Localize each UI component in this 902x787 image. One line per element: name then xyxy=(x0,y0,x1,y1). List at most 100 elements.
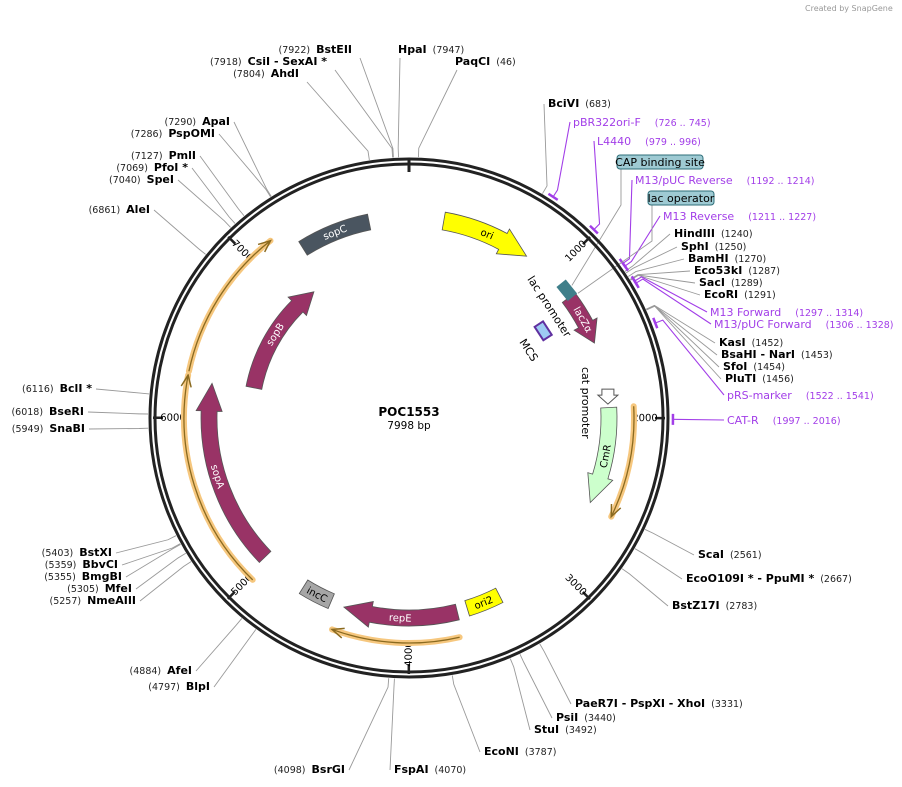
feature-arrow[interactable] xyxy=(342,601,460,628)
primer-label[interactable]: pBR322ori-F (726 .. 745) xyxy=(573,116,711,129)
enzyme-site[interactable]: EcoNI (3787) xyxy=(484,745,556,758)
enzyme-site[interactable]: ScaI (2561) xyxy=(698,548,762,561)
enzyme-site[interactable]: (5949) SnaBI xyxy=(12,422,85,435)
enzyme-label[interactable]: (5359) BbvCI xyxy=(45,558,118,571)
primer-label[interactable]: M13/pUC Reverse (1192 .. 1214) xyxy=(635,174,814,187)
enzyme-label[interactable]: (7069) PfoI * xyxy=(116,161,188,174)
enzyme-label[interactable]: (5403) BstXI xyxy=(42,546,112,559)
enzyme-site[interactable]: (6116) BclI * xyxy=(22,382,92,395)
enzyme-label[interactable]: PsiI (3440) xyxy=(556,711,616,724)
enzyme-label[interactable]: HpaI (7947) xyxy=(398,43,464,56)
feature-box[interactable] xyxy=(616,154,704,170)
enzyme-site[interactable]: BstZ17I (2783) xyxy=(672,599,757,612)
enzyme-site[interactable]: (4797) BlpI xyxy=(148,680,210,693)
feature-arrow[interactable] xyxy=(298,213,372,256)
enzyme-label[interactable]: StuI (3492) xyxy=(534,723,597,736)
enzyme-label[interactable]: (7804) AhdI xyxy=(233,67,299,80)
feature-sopb[interactable]: sopB xyxy=(245,291,315,390)
feature-sopc[interactable]: sopC xyxy=(298,213,372,256)
mcs-marker[interactable] xyxy=(533,320,554,342)
enzyme-label[interactable]: (4098) BsrGI xyxy=(274,763,345,776)
enzyme-site[interactable]: (7918) CsiI - SexAI * xyxy=(210,55,327,68)
enzyme-site[interactable]: Eco53kI (1287) xyxy=(694,264,780,277)
primer-site[interactable]: M13 Forward (1297 .. 1314) xyxy=(710,306,863,319)
enzyme-site[interactable]: StuI (3492) xyxy=(534,723,597,736)
enzyme-label[interactable]: PluTI (1456) xyxy=(725,372,794,385)
boxed-feature[interactable]: lac operator xyxy=(647,190,715,206)
enzyme-label[interactable]: BciVI (683) xyxy=(548,97,611,110)
enzyme-label[interactable]: (7290) ApaI xyxy=(165,115,231,128)
enzyme-label[interactable]: EcoRI (1291) xyxy=(704,288,776,301)
enzyme-label[interactable]: (4797) BlpI xyxy=(148,680,210,693)
primer-site[interactable]: pBR322ori-F (726 .. 745) xyxy=(573,116,711,129)
primer-label[interactable]: M13/pUC Forward (1306 .. 1328) xyxy=(714,318,894,331)
enzyme-site[interactable]: BsaHI - NarI (1453) xyxy=(721,348,833,361)
enzyme-label[interactable]: (7922) BstEII xyxy=(279,43,352,56)
enzyme-site[interactable]: PluTI (1456) xyxy=(725,372,794,385)
primer-site[interactable]: M13/pUC Reverse (1192 .. 1214) xyxy=(635,174,814,187)
enzyme-site[interactable]: SphI (1250) xyxy=(681,240,746,253)
enzyme-site[interactable]: SacI (1289) xyxy=(699,276,763,289)
enzyme-site[interactable]: FspAI (4070) xyxy=(394,763,466,776)
primer-site[interactable]: M13/pUC Forward (1306 .. 1328) xyxy=(714,318,894,331)
enzyme-site[interactable]: BciVI (683) xyxy=(548,97,611,110)
enzyme-site[interactable]: (6861) AleI xyxy=(89,203,150,216)
enzyme-label[interactable]: PaeR7I - PspXI - XhoI (3331) xyxy=(575,697,743,710)
enzyme-site[interactable]: SfoI (1454) xyxy=(723,360,785,373)
enzyme-site[interactable]: BamHI (1270) xyxy=(688,252,766,265)
enzyme-label[interactable]: (5305) MfeI xyxy=(67,582,132,595)
enzyme-label[interactable]: (7040) SpeI xyxy=(109,173,174,186)
feature-arrow[interactable] xyxy=(587,406,618,504)
feature-repe[interactable]: repE xyxy=(342,601,460,628)
feature-arrow[interactable] xyxy=(195,382,272,564)
enzyme-label[interactable]: (4884) AfeI xyxy=(130,664,192,677)
primer-label[interactable]: L4440 (979 .. 996) xyxy=(597,135,701,148)
enzyme-site[interactable]: (5305) MfeI xyxy=(67,582,132,595)
enzyme-site[interactable]: (6018) BseRI xyxy=(11,405,84,418)
primer-site[interactable]: L4440 (979 .. 996) xyxy=(597,135,701,148)
feature-arrow[interactable] xyxy=(298,579,335,610)
enzyme-label[interactable]: PaqCI (46) xyxy=(455,55,516,68)
enzyme-label[interactable]: (5257) NmeAIII xyxy=(49,594,136,607)
primer-site[interactable]: CAT-R (1997 .. 2016) xyxy=(727,414,841,427)
enzyme-site[interactable]: (5257) NmeAIII xyxy=(49,594,136,607)
feature-incc[interactable]: incC xyxy=(298,579,335,610)
primer-site[interactable]: M13 Reverse (1211 .. 1227) xyxy=(663,210,816,223)
enzyme-site[interactable]: (7286) PspOMI xyxy=(131,127,215,140)
enzyme-label[interactable]: HindIII (1240) xyxy=(674,227,753,240)
enzyme-site[interactable]: (7922) BstEII xyxy=(279,43,352,56)
boxed-feature[interactable]: CAP binding site xyxy=(615,154,705,170)
enzyme-label[interactable]: (7286) PspOMI xyxy=(131,127,215,140)
feature-arrow[interactable] xyxy=(441,211,528,257)
primer-site[interactable]: pRS-marker (1522 .. 1541) xyxy=(727,389,874,402)
enzyme-site[interactable]: (5403) BstXI xyxy=(42,546,112,559)
enzyme-label[interactable]: BamHI (1270) xyxy=(688,252,766,265)
primer-label[interactable]: M13 Forward (1297 .. 1314) xyxy=(710,306,863,319)
primer-label[interactable]: CAT-R (1997 .. 2016) xyxy=(727,414,841,427)
enzyme-site[interactable]: (7069) PfoI * xyxy=(116,161,188,174)
feature-arrow[interactable] xyxy=(464,587,504,617)
enzyme-site[interactable]: PsiI (3440) xyxy=(556,711,616,724)
lac-promoter-marker[interactable] xyxy=(556,279,578,302)
enzyme-label[interactable]: (7918) CsiI - SexAI * xyxy=(210,55,327,68)
feature-box[interactable] xyxy=(647,190,715,206)
enzyme-site[interactable]: (7804) AhdI xyxy=(233,67,299,80)
enzyme-site[interactable]: PaqCI (46) xyxy=(455,55,516,68)
enzyme-site[interactable]: EcoRI (1291) xyxy=(704,288,776,301)
enzyme-label[interactable]: SacI (1289) xyxy=(699,276,763,289)
feature-cmr[interactable]: CmR xyxy=(587,406,618,504)
enzyme-label[interactable]: FspAI (4070) xyxy=(394,763,466,776)
enzyme-site[interactable]: EcoO109I * - PpuMI * (2667) xyxy=(686,572,852,585)
enzyme-site[interactable]: HindIII (1240) xyxy=(674,227,753,240)
enzyme-label[interactable]: Eco53kI (1287) xyxy=(694,264,780,277)
enzyme-site[interactable]: (5359) BbvCI xyxy=(45,558,118,571)
enzyme-site[interactable]: KasI (1452) xyxy=(719,336,783,349)
enzyme-label[interactable]: BsaHI - NarI (1453) xyxy=(721,348,833,361)
enzyme-label[interactable]: KasI (1452) xyxy=(719,336,783,349)
enzyme-label[interactable]: (6861) AleI xyxy=(89,203,150,216)
enzyme-site[interactable]: PaeR7I - PspXI - XhoI (3331) xyxy=(575,697,743,710)
feature-arrow[interactable] xyxy=(245,291,315,390)
enzyme-label[interactable]: (5355) BmgBI xyxy=(44,570,122,583)
enzyme-site[interactable]: (7127) PmlI xyxy=(131,149,196,162)
enzyme-site[interactable]: (7290) ApaI xyxy=(165,115,231,128)
